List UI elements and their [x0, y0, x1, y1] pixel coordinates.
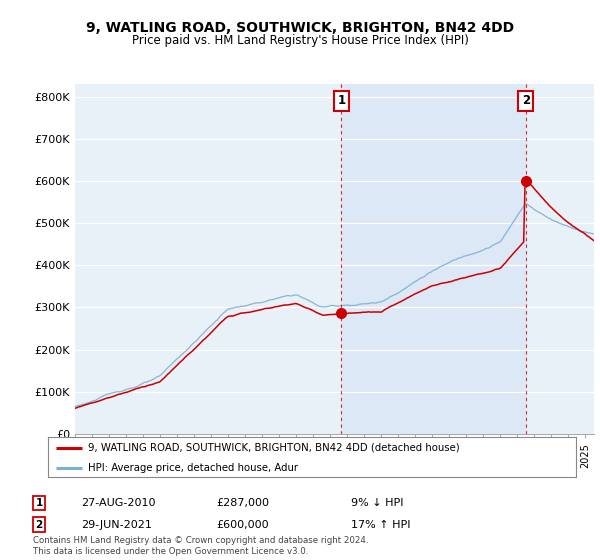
Text: £600,000: £600,000 — [216, 520, 269, 530]
Text: 9% ↓ HPI: 9% ↓ HPI — [351, 498, 404, 508]
Text: £287,000: £287,000 — [216, 498, 269, 508]
Text: HPI: Average price, detached house, Adur: HPI: Average price, detached house, Adur — [88, 463, 298, 473]
Text: 9, WATLING ROAD, SOUTHWICK, BRIGHTON, BN42 4DD (detached house): 9, WATLING ROAD, SOUTHWICK, BRIGHTON, BN… — [88, 443, 460, 452]
Text: 27-AUG-2010: 27-AUG-2010 — [81, 498, 155, 508]
Text: 9, WATLING ROAD, SOUTHWICK, BRIGHTON, BN42 4DD: 9, WATLING ROAD, SOUTHWICK, BRIGHTON, BN… — [86, 21, 514, 35]
Text: Price paid vs. HM Land Registry's House Price Index (HPI): Price paid vs. HM Land Registry's House … — [131, 34, 469, 46]
Text: 1: 1 — [337, 95, 346, 108]
Text: 17% ↑ HPI: 17% ↑ HPI — [351, 520, 410, 530]
Text: Contains HM Land Registry data © Crown copyright and database right 2024.
This d: Contains HM Land Registry data © Crown c… — [33, 536, 368, 556]
Text: 2: 2 — [522, 95, 530, 108]
Text: 2: 2 — [35, 520, 43, 530]
Text: 29-JUN-2021: 29-JUN-2021 — [81, 520, 152, 530]
Bar — [341, 84, 526, 434]
Text: 1: 1 — [35, 498, 43, 508]
